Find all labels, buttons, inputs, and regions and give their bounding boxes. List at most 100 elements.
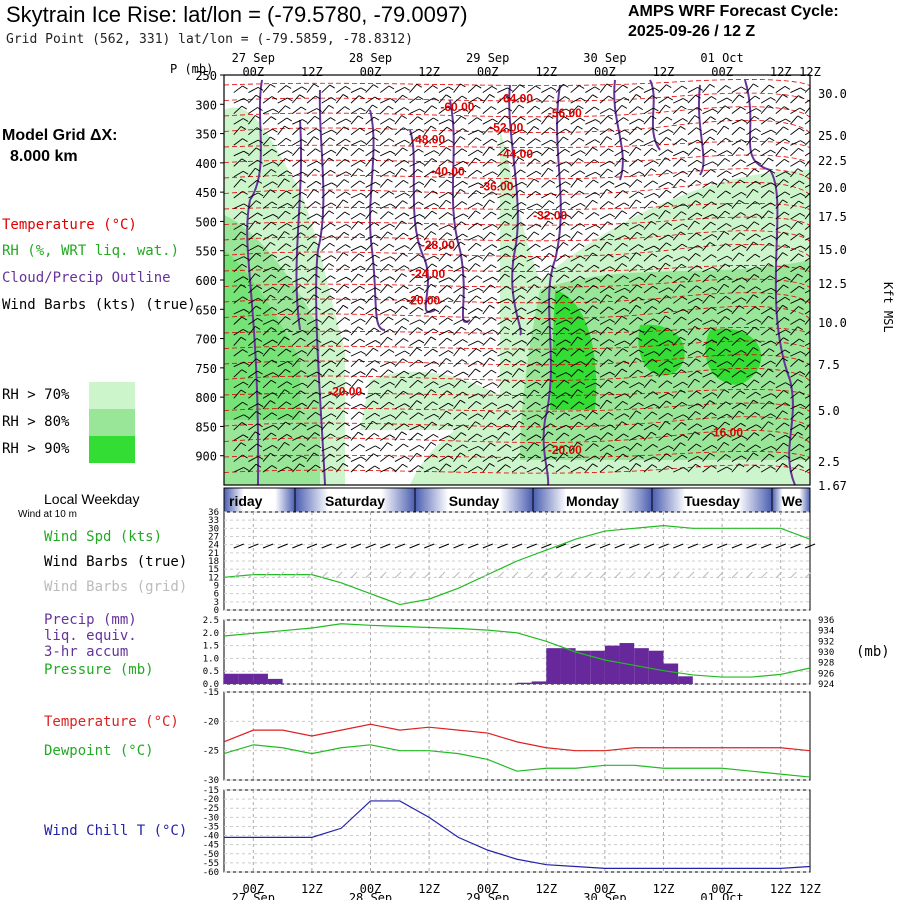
wind-barb-flag — [593, 337, 599, 342]
wind-barb-shaft — [804, 383, 810, 389]
wind-barb-shaft — [394, 456, 405, 462]
wind-barb-flag — [301, 86, 308, 91]
wind-barb-shaft — [482, 349, 493, 357]
wind-barb-shaft — [321, 328, 331, 336]
wind-barb-shaft — [731, 94, 740, 104]
wind-barb-shaft — [350, 253, 360, 262]
wind-barb-flag — [460, 241, 466, 246]
wind-barb-flag — [272, 161, 279, 166]
wind-barb-flag — [331, 287, 337, 292]
wind-barb-shaft — [409, 108, 420, 115]
wind-barb-shaft — [672, 138, 683, 146]
wind-barb-flag — [506, 160, 513, 165]
wind-barb-shaft — [599, 399, 608, 410]
weekday-label: Tuesday — [684, 493, 740, 509]
wind-barb-shaft — [423, 190, 433, 199]
bottom-date-label: 01 Oct — [700, 891, 743, 900]
wind-barb-shaft — [379, 337, 388, 346]
wind-barb-flag — [550, 370, 556, 375]
wind-barb-flag — [696, 317, 703, 322]
wind-barb-flag — [637, 317, 643, 321]
wind-barb-shaft — [658, 360, 668, 368]
wind-barb-shaft — [702, 169, 711, 178]
wind-barb-flag — [770, 97, 776, 101]
wind-barb-shaft — [804, 119, 810, 125]
wind-barb-shaft — [467, 190, 477, 199]
wind-barb-flag — [505, 306, 511, 310]
wind-barb-shaft — [335, 410, 344, 420]
wind-barb-shaft — [672, 369, 682, 378]
wind-barb-shaft — [467, 307, 478, 315]
wind-barb-shaft — [380, 414, 391, 420]
wind-barb-shaft — [541, 463, 550, 473]
wind-barb-flag — [300, 179, 306, 184]
wind-barb-shaft — [746, 136, 754, 146]
wind-barb-flag — [797, 326, 803, 331]
wind-barb-flag — [725, 295, 731, 300]
wind-barb-flag — [725, 243, 731, 248]
bottom-time-tick-label: 12Z — [301, 882, 323, 896]
wind-barb-shaft — [262, 452, 271, 462]
wind-barb-shaft — [306, 318, 317, 325]
wind-barb-shaft — [482, 329, 493, 336]
wind-barbs-grid-label: Wind Barbs (grid) — [44, 579, 188, 595]
wind-barb-shaft — [423, 158, 433, 167]
wind-barb-flag — [638, 86, 644, 90]
wind-barb-flag — [490, 442, 496, 447]
wind-barb-flag — [667, 307, 673, 312]
wind-barb-flag — [549, 232, 556, 237]
wind-barb-shaft — [277, 170, 288, 178]
pressure-tick-label: 924 — [818, 680, 834, 690]
wind-barb-shaft — [277, 125, 285, 136]
precip-bar — [648, 650, 664, 684]
wind-barb-flag — [724, 421, 731, 426]
wind-barb-shaft — [658, 137, 667, 146]
wind-barb-shaft — [555, 412, 566, 420]
wind-barb-shaft — [497, 233, 507, 241]
wind-barb-shaft — [394, 423, 405, 431]
wind-barb-shaft — [672, 126, 681, 136]
wind-barb-flag — [595, 330, 601, 334]
wind-barb-flag — [813, 190, 818, 193]
wind-barb-flag — [579, 381, 586, 386]
wind-barb-shaft — [673, 98, 684, 104]
wind-barb-flag — [606, 294, 613, 299]
wind-barb-shaft — [277, 336, 285, 346]
wind-barb-flag — [697, 87, 703, 91]
wind-barb-shaft — [262, 424, 274, 431]
wind-barb-shaft — [380, 329, 390, 336]
wind-barb-flag — [741, 119, 748, 123]
wind-barb-shaft — [804, 106, 810, 114]
wind-barb-shaft — [687, 338, 697, 346]
wind-barb-flag — [431, 158, 438, 162]
wind-barb-shaft — [628, 252, 637, 262]
wind-barb-flag — [580, 255, 586, 260]
wind-barb-flag — [621, 104, 628, 109]
panel-tick-label: 30 — [208, 524, 219, 534]
wind-barb-flag — [594, 139, 601, 144]
wind-barb-flag — [461, 411, 468, 416]
wind-barb-shaft — [321, 453, 331, 462]
wind-barb-flag — [683, 467, 689, 471]
wind-barb-flag — [726, 275, 732, 280]
wind-barb-flag — [270, 452, 276, 457]
wind-barb-flag — [285, 85, 292, 89]
wind-barb-shaft — [702, 306, 712, 315]
panel-tick-label: -55 — [203, 859, 219, 869]
model-grid-label: Model Grid ΔX: — [2, 127, 118, 144]
cloud-outline-segment — [409, 129, 436, 313]
wind-barb-flag — [563, 379, 570, 384]
wind-barb-shaft — [233, 454, 243, 462]
panel-tick-label: 36 — [208, 508, 219, 518]
wind-barb-flag — [651, 306, 658, 310]
wind-barb-shaft — [672, 337, 681, 346]
wind-barb-flag — [740, 159, 746, 164]
wind-barb-shaft — [423, 137, 433, 146]
wind-barb-shaft — [643, 379, 652, 389]
wind-barb-flag — [665, 315, 671, 320]
wind-barb-shaft — [365, 287, 376, 294]
wind-barb-shaft — [321, 275, 331, 283]
wind-barb-flag — [448, 119, 455, 123]
wind-barb-flag — [682, 329, 688, 333]
wind-barb-shaft — [790, 358, 799, 368]
